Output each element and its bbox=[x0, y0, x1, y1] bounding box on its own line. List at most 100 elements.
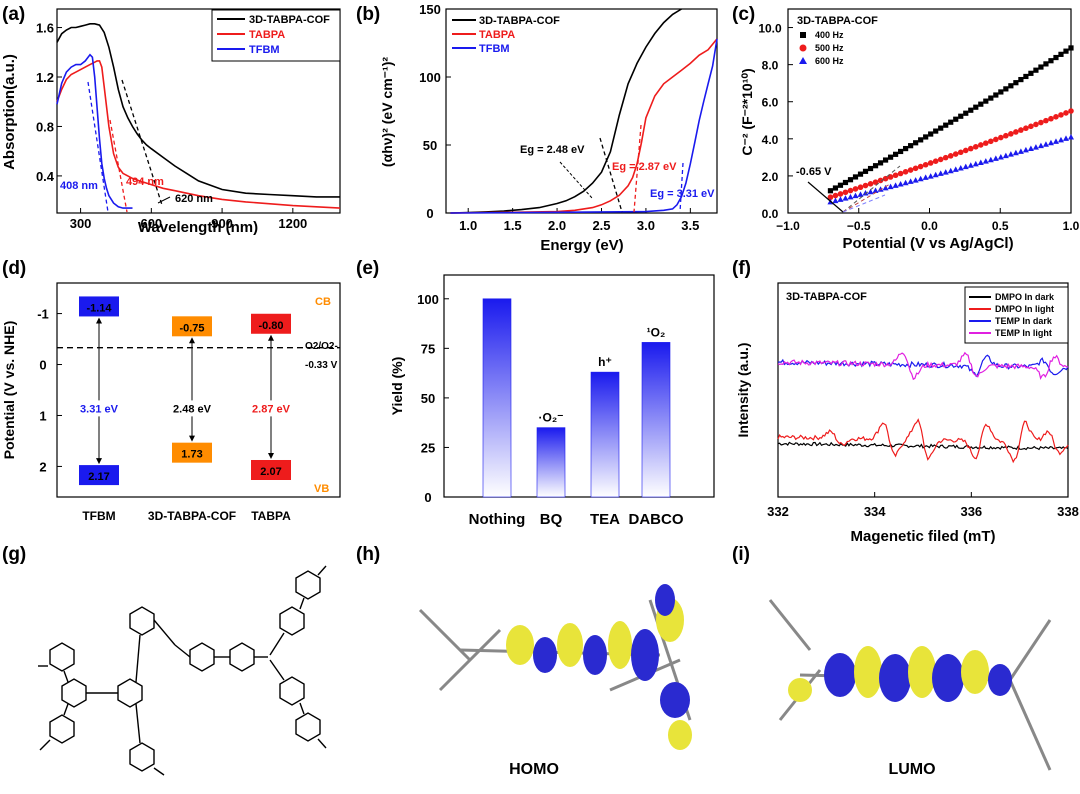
gap-label-bg-2 bbox=[249, 400, 293, 417]
gap-arrowhead-up-0 bbox=[96, 317, 102, 324]
x-axis-label-f: Magenetic filed (mT) bbox=[850, 528, 995, 545]
band-levels-d: -1.14 2.17 3.31 eV TFBM -0.75 1.73 2.48 eV 3D-T… bbox=[57, 296, 340, 523]
data-point-c-0 bbox=[1003, 86, 1009, 92]
y-tick-label-d: 1 bbox=[39, 408, 46, 423]
y-tick-label-a: 0.4 bbox=[36, 169, 55, 184]
x-tick-label-a: 1200 bbox=[278, 216, 307, 231]
y-axis-label-b: (αhν)² (eV cm⁻¹)² bbox=[379, 57, 395, 167]
benzene-ring bbox=[129, 742, 155, 772]
data-point-c-2 bbox=[892, 182, 899, 188]
data-point-c-2 bbox=[987, 156, 994, 163]
data-point-c-0 bbox=[1008, 83, 1014, 89]
legend-label-c-2: 600 Hz bbox=[815, 56, 844, 66]
data-point-c-0 bbox=[908, 143, 914, 149]
data-point-c-0 bbox=[1013, 80, 1019, 86]
panel-label-a: (a) bbox=[2, 4, 25, 25]
data-point-c-1 bbox=[1008, 131, 1014, 137]
panel-d: (d) -1 0 1 2 -1.14 2.17 3.31 eV TFBM -0.75 1.73 2… bbox=[1, 258, 341, 523]
data-point-c-2 bbox=[1062, 135, 1069, 141]
data-point-c-1 bbox=[993, 136, 999, 143]
x-tick-label-f: 332 bbox=[767, 504, 789, 519]
panel-c: (c) 0.0 2.0 4.0 6.0 8.0 10.0 −1.0 −0.5 0.0 0.5 1.… bbox=[732, 4, 1080, 252]
bar-annotation-e-3: ¹O₂ bbox=[647, 325, 666, 339]
data-point-c-0 bbox=[857, 171, 864, 177]
data-point-c-1 bbox=[917, 163, 924, 170]
category-label-d-0: TFBM bbox=[82, 509, 115, 523]
bond bbox=[299, 702, 305, 715]
legend-marker-c-0 bbox=[800, 32, 806, 38]
data-point-c-0 bbox=[892, 151, 899, 157]
data-point-c-1 bbox=[927, 160, 934, 166]
data-point-c-0 bbox=[903, 145, 909, 152]
bond bbox=[135, 703, 141, 744]
series-line-f-0 bbox=[777, 441, 1069, 451]
series-line-f-3 bbox=[777, 351, 1069, 381]
legend-label-a-0: 3D-TABPA-COF bbox=[249, 14, 330, 26]
data-point-c-0 bbox=[1053, 54, 1059, 61]
orbital-lobe-negative bbox=[533, 637, 557, 673]
data-point-c-0 bbox=[882, 157, 889, 163]
legend-marker-c-1 bbox=[799, 44, 807, 52]
data-point-c-1 bbox=[862, 182, 869, 189]
gap-arrowhead-down-2 bbox=[268, 452, 274, 459]
data-point-c-1 bbox=[962, 147, 969, 154]
y-tick-label-d: -1 bbox=[37, 307, 49, 322]
lumo-orbital-rendering bbox=[768, 599, 1052, 771]
x-tick-label-c: 0.0 bbox=[921, 219, 938, 233]
data-point-c-2 bbox=[947, 167, 954, 174]
series-line-b-1 bbox=[450, 38, 718, 214]
legend-c: 400 Hz 500 Hz 600 Hz bbox=[799, 30, 844, 66]
data-point-c-1 bbox=[977, 142, 984, 148]
orbital-lobe-negative bbox=[583, 635, 607, 675]
legend-a: 3D-TABPA-COF TABPA TFBM bbox=[211, 9, 341, 62]
data-point-c-1 bbox=[842, 189, 849, 196]
x-axis-label-c: Potential (V vs Ag/AgCl) bbox=[842, 235, 1013, 252]
data-point-c-1 bbox=[1013, 129, 1019, 135]
benzene-ring bbox=[279, 606, 305, 636]
data-point-c-2 bbox=[997, 153, 1004, 160]
data-point-c-0 bbox=[1048, 58, 1054, 64]
x-axis-ticks-b: 1.0 1.5 2.0 2.5 3.0 3.5 bbox=[459, 208, 699, 233]
data-point-c-0 bbox=[877, 160, 884, 166]
cb-value-label-0: -1.14 bbox=[86, 302, 112, 314]
category-label-e-2: TEA bbox=[590, 511, 620, 528]
benzene-ring bbox=[189, 642, 215, 672]
y-axis-label-e: Yield (%) bbox=[389, 357, 405, 416]
x-tick-label-c: −0.5 bbox=[847, 219, 871, 233]
legend-label-f-2: TEMP In dark bbox=[995, 316, 1053, 326]
series-line-f-1 bbox=[777, 418, 1069, 464]
data-point-c-2 bbox=[907, 178, 914, 184]
molecule-bond bbox=[1008, 679, 1052, 771]
data-point-c-2 bbox=[877, 186, 884, 192]
imine-bond bbox=[174, 644, 191, 658]
data-point-c-2 bbox=[917, 175, 924, 182]
series-line-b-2 bbox=[450, 38, 718, 214]
data-point-c-2 bbox=[867, 188, 874, 195]
data-point-c-0 bbox=[968, 107, 974, 113]
y-tick-label-e: 50 bbox=[421, 391, 435, 406]
bond bbox=[153, 767, 165, 776]
data-point-c-1 bbox=[932, 158, 939, 165]
y-tick-label-b: 0 bbox=[426, 206, 433, 221]
x-tick-label-f: 336 bbox=[960, 504, 982, 519]
tangent-lines-b bbox=[599, 124, 684, 213]
data-point-c-1 bbox=[1028, 123, 1034, 130]
panel-label-c: (c) bbox=[732, 4, 755, 25]
data-point-c-1 bbox=[942, 154, 949, 161]
bar-dabco bbox=[641, 342, 671, 498]
vb-value-label-0: 2.17 bbox=[88, 471, 109, 483]
x-tick-label-c: −1.0 bbox=[776, 219, 800, 233]
series-lines-b bbox=[450, 8, 718, 214]
orbital-lobe-positive bbox=[668, 720, 692, 750]
annotation-a-0: 408 nm bbox=[60, 180, 98, 192]
data-point-c-1 bbox=[1038, 119, 1044, 126]
data-point-c-0 bbox=[852, 174, 859, 180]
data-point-c-0 bbox=[943, 122, 949, 128]
orbital-lobe-positive bbox=[608, 621, 632, 669]
panel-f: (f) 332 334 336 338 Magenetic filed (mT) In… bbox=[732, 258, 1079, 545]
series-line-a-2 bbox=[56, 53, 133, 209]
gap-label-1: 2.48 eV bbox=[173, 403, 212, 415]
orbital-lobe-negative bbox=[988, 664, 1012, 696]
data-point-c-1 bbox=[867, 181, 874, 187]
